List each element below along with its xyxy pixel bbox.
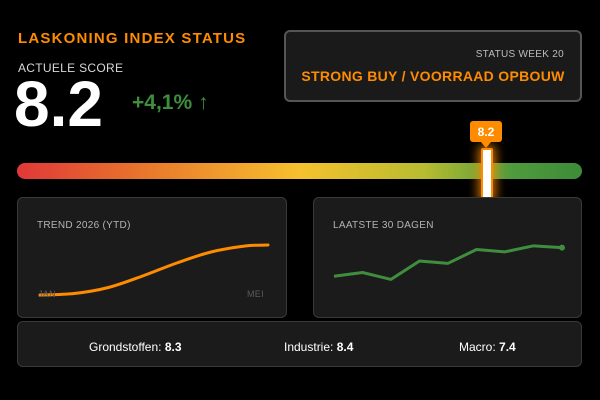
arrow-up-icon: ↑ xyxy=(198,91,209,114)
trend-ytd-panel: TREND 2026 (YTD) JAN MEI xyxy=(17,197,287,318)
status-text: STRONG BUY / VOORRAAD OPBOUW xyxy=(301,68,565,84)
gauge-marker-label: 8.2 xyxy=(470,121,502,148)
page-title: LASKONING INDEX STATUS xyxy=(18,30,247,47)
trend-x-tick-end: MEI xyxy=(247,289,264,299)
metric-industrie-value: 8.4 xyxy=(336,340,354,354)
metric-grondstoffen-label: Grondstoffen: xyxy=(89,340,162,354)
last-30-days-title: LAATSTE 30 DAGEN xyxy=(333,220,434,231)
score-gauge-bar xyxy=(17,163,582,179)
trend-ytd-line xyxy=(38,243,270,297)
metric-grondstoffen-value: 8.3 xyxy=(164,340,182,354)
last-30-days-chart xyxy=(333,244,565,281)
last-30-days-panel: LAATSTE 30 DAGEN xyxy=(313,197,582,318)
metric-macro-label: Macro: xyxy=(459,340,496,354)
trend-x-tick-start: JAN xyxy=(38,289,56,299)
status-box: STATUS WEEK 20 STRONG BUY / VOORRAAD OPB… xyxy=(284,30,582,102)
trend-ytd-title: TREND 2026 (YTD) xyxy=(37,220,131,231)
score-value: 8.2 xyxy=(14,68,103,140)
score-change: +4,1% ↑ xyxy=(132,91,209,115)
last-30-days-end-point xyxy=(559,244,565,251)
gauge-marker xyxy=(481,148,493,200)
metric-industrie: Industrie: 8.4 xyxy=(284,340,353,354)
score-change-value: +4,1% xyxy=(132,91,193,114)
metric-macro-value: 7.4 xyxy=(499,340,516,354)
status-week: STATUS WEEK 20 xyxy=(475,49,564,60)
metric-grondstoffen: Grondstoffen: 8.3 xyxy=(89,340,182,354)
last-30-days-line xyxy=(333,244,563,281)
score-label: ACTUELE SCORE xyxy=(18,61,124,75)
metric-industrie-label: Industrie: xyxy=(284,340,334,354)
trend-ytd-chart xyxy=(38,243,270,297)
metric-macro: Macro: 7.4 xyxy=(459,340,516,354)
sub-scores-bar: Grondstoffen: 8.3 Industrie: 8.4 Macro: … xyxy=(17,321,582,367)
